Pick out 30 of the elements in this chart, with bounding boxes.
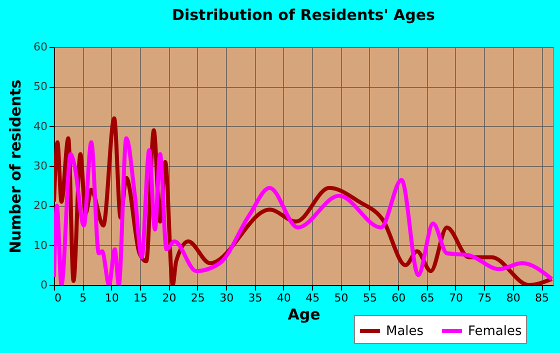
x-tick-label: 35 (248, 292, 262, 304)
x-tick-label: 45 (306, 292, 320, 304)
x-tick-label: 20 (162, 292, 176, 304)
x-tick-label: 70 (448, 292, 463, 304)
x-tick-label: 0 (54, 292, 62, 304)
y-tick-label: 0 (40, 278, 48, 292)
x-tick-label: 30 (220, 292, 234, 304)
y-tick-label: 30 (34, 160, 48, 172)
x-tick-label: 5 (80, 292, 87, 304)
legend-label: Males (386, 324, 424, 339)
x-tick-label: 85 (535, 292, 550, 304)
x-tick-label: 50 (334, 292, 348, 304)
x-tick-label: 60 (392, 292, 406, 304)
y-tick-label: 20 (34, 199, 48, 212)
x-tick-label: 10 (104, 292, 119, 304)
y-tick-label: 10 (34, 238, 48, 252)
x-tick-label: 65 (420, 292, 434, 304)
x-tick-label: 15 (134, 292, 148, 304)
x-tick-label: 25 (190, 292, 205, 304)
x-tick-label: 40 (276, 292, 291, 304)
y-tick-label: 60 (34, 40, 48, 54)
x-tick-label: 80 (506, 292, 520, 304)
y-tick-label: 40 (34, 120, 48, 133)
y-axis-title: Number of residents (6, 80, 25, 254)
x-axis-title: Age (288, 306, 320, 324)
legend-label: Females (468, 324, 522, 339)
y-tick-label: 50 (34, 80, 48, 94)
chart-title: Distribution of Residents' Ages (172, 6, 436, 24)
x-tick-label: 75 (478, 292, 492, 304)
x-tick-label: 55 (362, 292, 377, 304)
